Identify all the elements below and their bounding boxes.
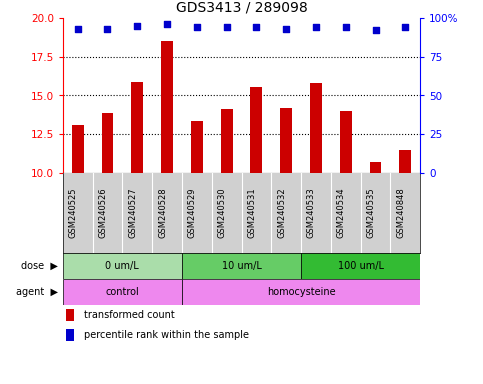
Bar <box>182 279 420 305</box>
Point <box>372 27 380 33</box>
Text: GSM240530: GSM240530 <box>218 188 227 238</box>
Bar <box>221 109 233 173</box>
Bar <box>63 253 182 279</box>
Text: 0 um/L: 0 um/L <box>105 261 139 271</box>
Text: GSM240529: GSM240529 <box>188 188 197 238</box>
Point <box>312 24 320 30</box>
Text: control: control <box>105 287 139 297</box>
Bar <box>369 162 382 173</box>
Bar <box>161 41 173 173</box>
Text: GSM240533: GSM240533 <box>307 188 316 238</box>
Point <box>282 26 290 32</box>
Bar <box>251 87 262 173</box>
Text: dose  ▶: dose ▶ <box>21 261 58 271</box>
Text: 100 um/L: 100 um/L <box>338 261 384 271</box>
Bar <box>72 125 84 173</box>
Point <box>223 24 230 30</box>
Point <box>193 24 201 30</box>
Bar <box>280 108 292 173</box>
Bar <box>191 121 203 173</box>
Point <box>163 21 171 27</box>
Point <box>253 24 260 30</box>
Text: GSM240532: GSM240532 <box>277 188 286 238</box>
Text: GSM240525: GSM240525 <box>69 188 78 238</box>
Text: transformed count: transformed count <box>84 310 175 320</box>
Bar <box>301 253 420 279</box>
Text: percentile rank within the sample: percentile rank within the sample <box>84 330 249 340</box>
Text: GSM240848: GSM240848 <box>397 188 405 238</box>
Point <box>342 24 350 30</box>
Bar <box>340 111 352 173</box>
Point <box>74 26 82 32</box>
Text: agent  ▶: agent ▶ <box>16 287 58 297</box>
Bar <box>399 150 412 173</box>
Bar <box>310 83 322 173</box>
Text: GSM240527: GSM240527 <box>128 188 137 238</box>
Point <box>401 24 409 30</box>
Text: GDS3413 / 289098: GDS3413 / 289098 <box>176 0 307 14</box>
Text: GSM240528: GSM240528 <box>158 188 167 238</box>
Text: GSM240531: GSM240531 <box>247 188 256 238</box>
Bar <box>131 81 143 173</box>
Text: homocysteine: homocysteine <box>267 287 335 297</box>
Text: 10 um/L: 10 um/L <box>222 261 261 271</box>
Bar <box>182 253 301 279</box>
Bar <box>66 309 73 321</box>
Bar <box>66 329 73 341</box>
Text: GSM240535: GSM240535 <box>367 188 376 238</box>
Point <box>133 23 141 29</box>
Bar <box>63 279 182 305</box>
Text: GSM240534: GSM240534 <box>337 188 346 238</box>
Text: GSM240526: GSM240526 <box>99 188 108 238</box>
Point <box>104 26 112 32</box>
Bar <box>101 113 114 173</box>
